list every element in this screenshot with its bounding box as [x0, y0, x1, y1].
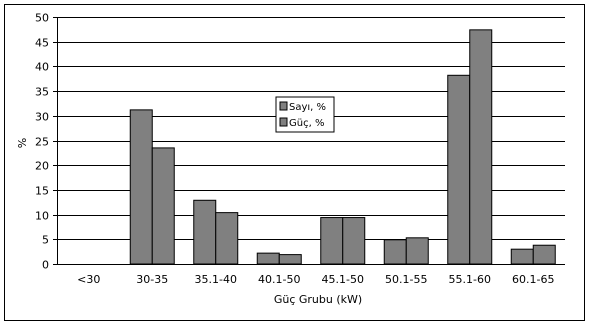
legend-label-sayi: Sayı, %	[289, 102, 326, 113]
legend-swatch-sayi	[279, 101, 288, 111]
bar-sayi-4	[320, 217, 344, 265]
bar-guc-6	[469, 29, 493, 265]
legend: Sayı, % Güç, %	[275, 96, 335, 133]
bar-sayi-3	[256, 252, 280, 265]
bar-sayi-1	[129, 109, 153, 265]
bar-guc-3	[278, 254, 302, 265]
y-axis-ticks: 0 5 10 15 20 25 30 35 40 45 50	[35, 12, 57, 272]
bar-guc-1	[151, 147, 175, 265]
bar-guc-2	[215, 212, 239, 265]
x-axis-label: Güç Grubu (kW)	[274, 293, 362, 306]
x-axis-ticks: <30 30-35 35.1-40 40.1-50 45.1-50 50.1-55 55.1…	[57, 264, 565, 286]
y-tick-label: 10	[35, 210, 49, 223]
x-tick-label: <30	[77, 273, 100, 286]
bars	[129, 29, 556, 265]
legend-label-guc: Güç, %	[289, 118, 324, 129]
y-axis-label: %	[16, 138, 29, 148]
x-tick-label: 40.1-50	[258, 273, 300, 286]
y-tick-label: 50	[35, 12, 49, 25]
y-tick-label: 15	[35, 185, 49, 198]
x-tick-label: 30-35	[136, 273, 168, 286]
y-tick-label: 40	[35, 61, 49, 74]
legend-swatch-guc	[279, 117, 288, 127]
y-tick-label: 30	[35, 111, 49, 124]
bar-guc-4	[342, 217, 366, 265]
bar-sayi-7	[510, 248, 534, 265]
bar-guc-7	[532, 244, 556, 265]
x-tick-label: 60.1-65	[512, 273, 554, 286]
y-tick-label: 45	[35, 37, 49, 50]
bar-sayi-6	[447, 74, 471, 265]
x-tick-label: 55.1-60	[449, 273, 491, 286]
bar-guc-5	[405, 237, 429, 265]
y-tick-label: 5	[42, 234, 49, 247]
y-tick-label: 25	[35, 136, 49, 149]
x-tick-label: 35.1-40	[195, 273, 237, 286]
y-tick-label: 0	[42, 259, 49, 272]
bar-sayi-2	[193, 199, 217, 265]
bar-sayi-5	[383, 239, 407, 265]
x-tick-label: 45.1-50	[322, 273, 364, 286]
y-tick-label: 35	[35, 86, 49, 99]
x-tick-label: 50.1-55	[385, 273, 427, 286]
y-tick-label: 20	[35, 160, 49, 173]
